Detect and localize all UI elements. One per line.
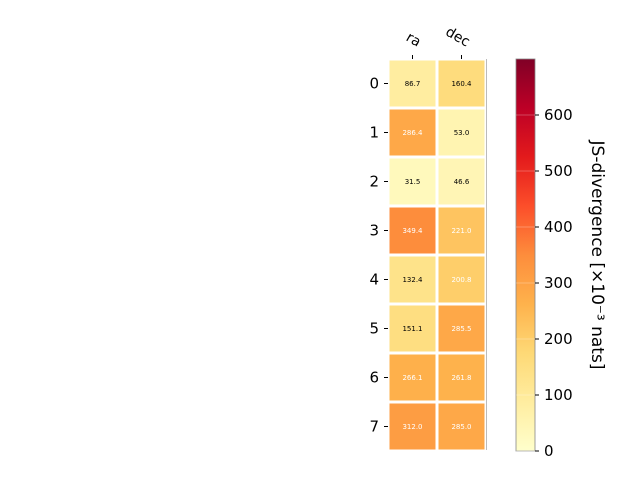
colorbar-gradient xyxy=(515,58,536,452)
row-tick-label: 6 xyxy=(369,369,379,387)
heatmap-cell xyxy=(435,204,488,257)
row-tick-label: 1 xyxy=(369,124,379,142)
cell-value-label: 86.7 xyxy=(405,80,421,88)
row-tick-label: 0 xyxy=(369,75,379,93)
row-tick-label: 5 xyxy=(369,320,379,338)
colorbar-tick-label: 600 xyxy=(544,106,573,124)
colorbar-tick-label: 200 xyxy=(544,330,573,348)
cell-value-label: 261.8 xyxy=(451,374,471,382)
cell-value-label: 221.0 xyxy=(451,227,471,235)
colorbar-tick-label: 500 xyxy=(544,162,573,180)
cell-value-label: 53.0 xyxy=(454,129,470,137)
heatmap-cells: 86.7 160.4 286.4 53.0 31.5 46.6 349.4 221.0 132.… xyxy=(386,57,488,453)
cell-value-label: 132.4 xyxy=(402,276,423,284)
heatmap-cell xyxy=(435,253,488,306)
colorbar: 0 100 200 300 400 500 600 JS-divergence [×10⁻³ … xyxy=(515,58,607,460)
cell-value-label: 200.8 xyxy=(451,276,471,284)
colorbar-tick-label: 100 xyxy=(544,386,573,404)
colorbar-label: JS-divergence [×10⁻³ nats] xyxy=(587,140,607,370)
column-tick-labels: ra dec xyxy=(403,24,473,59)
row-tick-label: 3 xyxy=(369,222,379,240)
cell-value-label: 160.4 xyxy=(451,80,472,88)
colorbar-tick-label: 0 xyxy=(544,442,554,460)
cell-value-label: 31.5 xyxy=(405,178,421,186)
cell-value-label: 312.0 xyxy=(402,423,422,431)
cell-value-label: 285.5 xyxy=(451,325,471,333)
colorbar-tick-label: 300 xyxy=(544,274,573,292)
row-tick-labels: 0 1 2 3 4 5 6 7 xyxy=(369,75,388,436)
column-tick-label: ra xyxy=(403,29,423,50)
colorbar-tick-label: 400 xyxy=(544,218,573,236)
row-tick-label: 7 xyxy=(369,418,379,436)
heatmap-cell xyxy=(435,400,488,453)
cell-value-label: 151.1 xyxy=(402,325,422,333)
cell-value-label: 266.1 xyxy=(402,374,422,382)
cell-value-label: 46.6 xyxy=(454,178,470,186)
cell-value-label: 286.4 xyxy=(402,129,423,137)
column-tick-label: dec xyxy=(443,24,473,50)
row-tick-label: 2 xyxy=(369,173,379,191)
cell-value-label: 285.0 xyxy=(451,423,471,431)
row-tick-label: 4 xyxy=(369,271,379,289)
cell-value-label: 349.4 xyxy=(402,227,423,235)
